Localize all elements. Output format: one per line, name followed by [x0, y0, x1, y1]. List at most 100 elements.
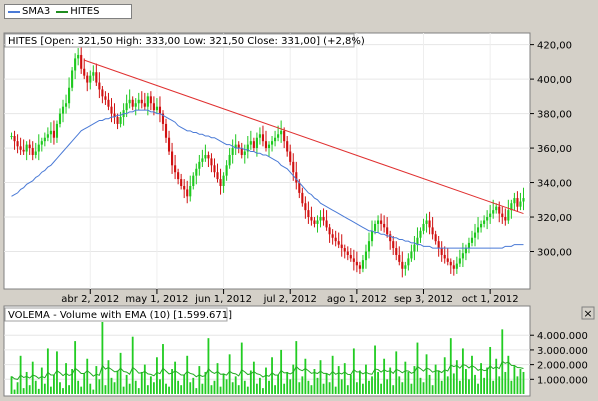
candle-body [240, 148, 243, 155]
candle-body [161, 113, 165, 124]
candle-body [180, 179, 183, 186]
volume-bar [404, 361, 407, 394]
date-x-axis: abr 2, 2012 may 1, 2012 jun 1, 2012 jul 2, … [61, 289, 519, 305]
candle-body [71, 70, 74, 88]
candle-body [167, 137, 171, 152]
candle-body [364, 251, 368, 261]
candle-body [377, 220, 380, 224]
volume-bar [95, 366, 98, 394]
volume-bar [198, 366, 201, 394]
volume-bar [507, 355, 510, 394]
candle-body [355, 261, 358, 266]
volume-bar [477, 383, 479, 394]
volume-bar [37, 388, 40, 394]
candle-body [95, 72, 98, 83]
candle-body [434, 234, 437, 242]
volume-bar [31, 361, 34, 394]
candle-body [125, 103, 128, 111]
candle-body [40, 141, 43, 145]
volume-bar [443, 357, 446, 394]
candle-body [498, 206, 501, 214]
candle-body [34, 151, 37, 155]
volume-y-axis: 4.000.000 3.000.000 2.000.000 1.000.000 [530, 331, 588, 386]
date-tick-label: jun 1, 2012 [194, 294, 252, 305]
date-tick-label: oct 1, 2012 [462, 294, 519, 305]
volume-tick-label: 4.000.000 [537, 331, 588, 342]
candle-body [107, 99, 110, 107]
volume-bar [495, 358, 498, 394]
candle-body [113, 113, 116, 118]
price-candles [10, 46, 525, 278]
candle-body [261, 134, 265, 142]
volume-bar [13, 389, 16, 394]
candle-body [334, 237, 337, 242]
candle-body [231, 148, 234, 155]
volume-bar [62, 388, 64, 394]
candle-body [252, 141, 255, 149]
date-tick-label: sep 3, 2012 [394, 294, 453, 305]
candle-body [386, 227, 389, 235]
candle-body [10, 136, 13, 137]
candle-body [155, 106, 158, 111]
volume-bar [74, 341, 77, 394]
volume-bar [522, 371, 525, 394]
volume-bar [156, 357, 158, 394]
volume-bar [440, 380, 443, 394]
volume-bar [210, 385, 213, 394]
candle-body [501, 213, 504, 218]
price-tick-label: 420,00 [537, 41, 572, 52]
candle-body [77, 54, 80, 59]
volume-bar [383, 358, 386, 394]
volume-bar [331, 355, 334, 394]
volume-bar [446, 376, 449, 394]
volume-bar [265, 367, 267, 394]
candle-body [74, 58, 77, 71]
legend-swatch-sma3 [8, 10, 20, 13]
close-icon[interactable]: × [583, 307, 592, 320]
volume-bar [428, 374, 431, 394]
volume-bar [413, 366, 416, 394]
volume-bar [277, 374, 280, 394]
volume-bar [122, 386, 125, 394]
candle-body [110, 106, 113, 114]
candle-body [68, 87, 71, 104]
volume-close-button[interactable]: × [581, 306, 595, 320]
candle-body [446, 258, 449, 262]
candle-body [510, 203, 513, 211]
volume-bar [401, 382, 404, 394]
volume-bar [268, 380, 270, 394]
price-tick-label: 300,00 [537, 248, 572, 259]
volume-bar [159, 379, 161, 394]
candle-body [204, 154, 207, 159]
volume-bar [334, 386, 337, 394]
candle-body [101, 89, 104, 97]
volume-bar [80, 386, 83, 394]
volume-bar [458, 380, 461, 394]
volume-bar [352, 348, 355, 394]
volume-bar [431, 385, 434, 394]
volume-bar [280, 349, 283, 394]
candle-body [31, 148, 34, 155]
volume-bar [125, 374, 128, 394]
volume-bar [34, 380, 37, 394]
volume-bar [416, 342, 419, 394]
candle-body [464, 248, 467, 254]
candle-body [274, 137, 277, 142]
candle-body [83, 68, 86, 76]
candle-body [195, 168, 198, 176]
volume-bar [434, 364, 437, 394]
candle-body [504, 217, 507, 221]
candle-body [470, 237, 474, 243]
candle-body [149, 96, 152, 104]
candle-body [373, 223, 377, 231]
volume-bar [249, 370, 252, 394]
candle-body [380, 220, 383, 224]
candle-body [313, 220, 316, 224]
volume-bar [83, 373, 86, 394]
volume-bar [177, 380, 180, 394]
candle-body [246, 144, 249, 152]
volume-bar [180, 385, 183, 394]
candle-body [283, 130, 286, 142]
volume-close-button-box[interactable] [581, 306, 595, 320]
volume-bar [310, 385, 313, 394]
